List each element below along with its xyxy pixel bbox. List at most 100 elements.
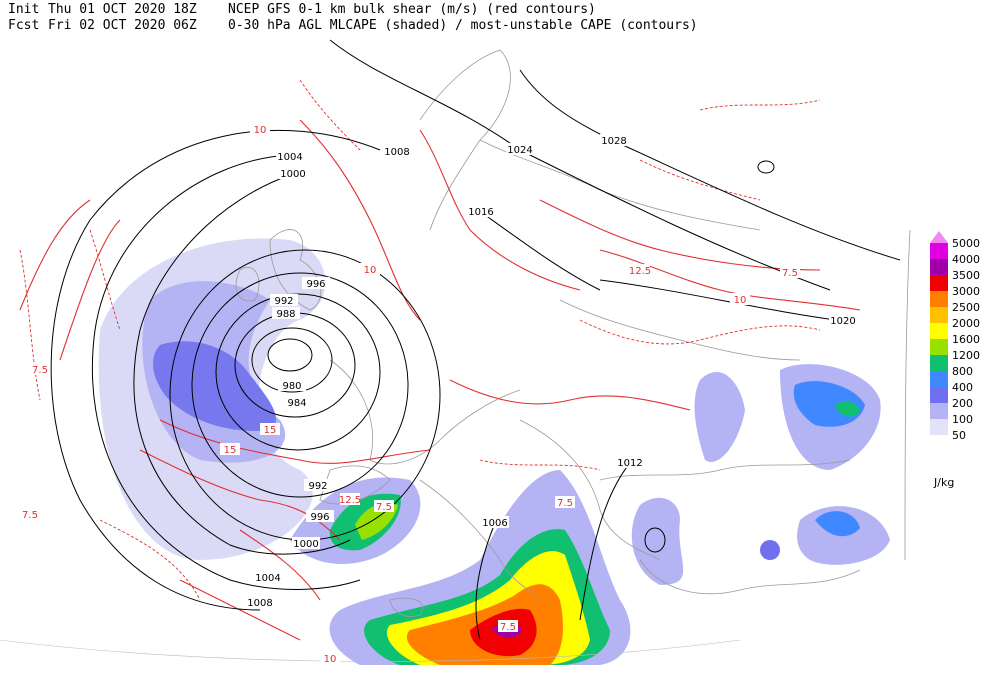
isobar-label: 1004 [277,152,302,163]
shear-label: 10 [364,265,377,276]
fcst-time: Fri 02 OCT 2020 06Z [48,18,197,33]
legend-swatch [930,387,948,403]
shear-label: 7.5 [32,365,48,376]
label-background [283,396,311,408]
cape-shading-dark [153,341,277,431]
legend-level: 2000 [952,317,980,330]
label-background [260,423,280,435]
legend-level: 5000 [952,237,980,250]
legend-swatch [930,323,948,339]
legend-level: 3000 [952,285,980,298]
isobar-label: 1004 [255,573,280,584]
shear-label: 15 [224,445,237,456]
label-background [254,571,282,583]
shear-label: 7.5 [500,622,516,633]
contour-labels: 1004 1000 1008 1024 1028 1016 996 992 988 980 984 9… [20,123,857,665]
isobar-label: 1006 [482,518,507,529]
isobar-label: 1008 [247,598,272,609]
label-background [272,307,300,319]
isobar-label: 1008 [384,147,409,158]
legend-level: 3500 [952,269,980,282]
label-background [360,263,380,275]
isobar-label: 1020 [830,316,855,327]
shear-label: 10 [254,125,267,136]
init-label: Init [8,2,39,17]
legend-swatch [930,291,948,307]
coastlines [235,49,911,617]
isobars [50,39,901,641]
label-background [250,123,270,135]
shear-label: 7.5 [22,510,38,521]
label-background [383,145,411,157]
fcst-label: Fcst [8,18,39,33]
label-background [306,510,334,522]
legend-level: 50 [952,429,966,442]
isobar-label: 984 [287,398,306,409]
isobar-label: 1016 [468,207,493,218]
label-background [506,143,534,155]
isobar-label: 1000 [280,169,305,180]
isobar-label: 996 [310,512,329,523]
label-background [276,150,304,162]
legend-swatch [930,307,948,323]
shear-label: 10 [324,654,337,665]
shear-label: 12.5 [629,266,651,277]
legend-level: 2500 [952,301,980,314]
legend-swatch [930,403,948,419]
cape-shading [835,401,860,417]
isobar-label: 1012 [617,458,642,469]
cape-shading [631,497,684,585]
label-background [829,314,857,326]
map-title: NCEP GFS 0-1 km bulk shear (m/s) (red co… [228,2,596,17]
shear-label: 7.5 [782,268,798,279]
legend-swatch [930,243,948,259]
isobar-label: 980 [282,381,301,392]
shear-label: 12.5 [339,495,361,506]
legend-swatch [930,419,948,435]
legend: 5000 4000 3500 3000 2500 2000 1600 1200 800 400 20… [930,231,980,489]
legend-level: 200 [952,397,973,410]
cape-shading [760,540,780,560]
cape-shading [355,503,398,540]
legend-swatch [930,339,948,355]
label-background [555,496,575,508]
shear-label: 7.5 [376,502,392,513]
shear-contours [19,119,861,641]
domain-edge [0,639,741,662]
legend-swatch [930,355,948,371]
label-background [302,277,330,289]
isobar-label: 1028 [601,136,626,147]
label-background [270,294,298,306]
label-background [20,508,40,520]
isobar-label: 1000 [293,539,318,550]
label-background [279,167,307,179]
label-background [278,379,306,391]
label-background [292,537,320,549]
legend-level: 1600 [952,333,980,346]
label-background [30,363,50,375]
label-background [616,456,644,468]
legend-swatch [930,371,948,387]
cape-shading [815,511,860,537]
shear-contours-dashed [19,79,821,601]
cape-shading [694,371,745,462]
isobar-label: 992 [308,481,327,492]
isobar-label: 1024 [507,145,532,156]
label-background [481,516,509,528]
shear-label: 10 [734,295,747,306]
legend-swatch [930,275,948,291]
map-field [0,39,911,665]
legend-unit: J/kg [933,476,954,489]
init-time: Thu 01 OCT 2020 18Z [48,2,197,17]
legend-level: 400 [952,381,973,394]
shear-label: 7.5 [557,498,573,509]
isobar-label: 992 [274,296,293,307]
label-background [304,479,332,491]
label-background [630,264,650,276]
legend-level: 1200 [952,349,980,362]
label-background [246,596,274,608]
map-subtitle: 0-30 hPa AGL MLCAPE (shaded) / most-unst… [228,18,698,33]
isobar-label: 988 [276,309,295,320]
shear-label: 15 [264,425,277,436]
